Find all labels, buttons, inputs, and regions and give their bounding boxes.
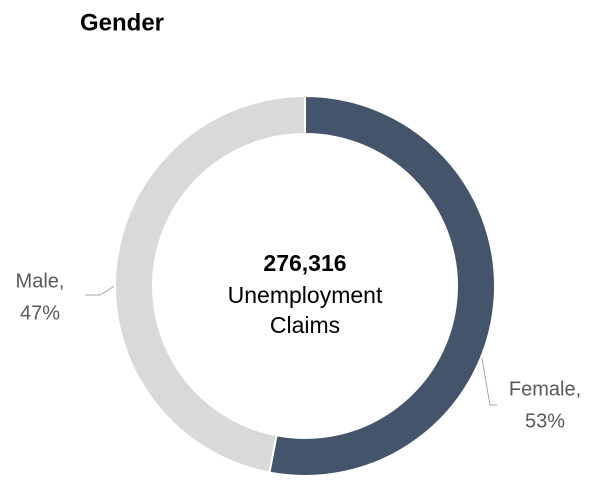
- center-caption: Unemployment: [228, 282, 383, 308]
- category-label: Female,: [509, 378, 581, 400]
- donut-slice: [113, 94, 306, 474]
- chart-title: Gender: [80, 9, 164, 36]
- center-caption: Claims: [270, 312, 340, 338]
- value-label: 47%: [20, 302, 60, 324]
- category-label: Male,: [16, 270, 65, 292]
- donut-slice: [268, 94, 496, 477]
- value-label: 53%: [525, 410, 565, 432]
- slices: [113, 94, 496, 477]
- center-total: 276,316: [263, 250, 346, 276]
